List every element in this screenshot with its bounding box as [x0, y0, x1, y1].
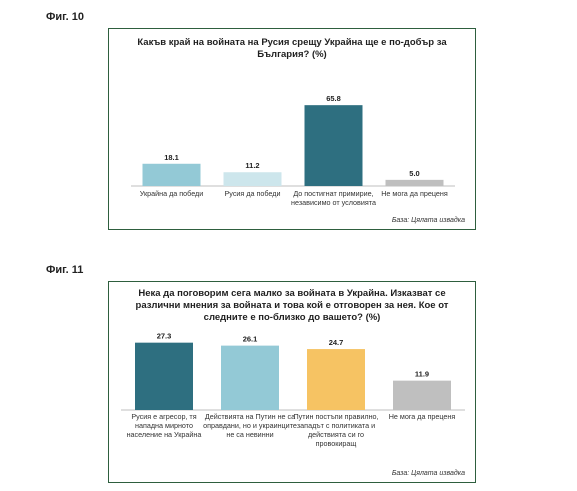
category-label: независимо от условията: [291, 198, 376, 207]
category-label: не са невинни: [226, 430, 273, 439]
data-label: 11.9: [415, 370, 429, 379]
category-label: население на Украйна: [127, 430, 202, 439]
category-label: Русия да победи: [225, 189, 281, 198]
figure-label: Фиг. 11: [46, 264, 84, 276]
category-label: действията си го: [308, 430, 364, 439]
bar: [221, 345, 279, 410]
category-label: оправдани, но и украинците: [203, 421, 297, 430]
bar: [393, 380, 451, 410]
data-label: 18.1: [164, 153, 179, 162]
category-label: Не мога да преценя: [381, 189, 448, 198]
category-label: Путин постъпи правилно,: [293, 412, 378, 421]
chart-title-line: различни мнения за войната и това кой е …: [135, 300, 449, 311]
bar: [307, 349, 365, 410]
source-note: База: Цялата извадка: [391, 217, 465, 224]
figure-label: Фиг. 10: [46, 11, 84, 23]
chart-frame: Нека да поговорим сега малко за войната …: [108, 281, 476, 483]
data-label: 5.0: [409, 169, 419, 178]
data-label: 27.3: [157, 332, 172, 341]
chart-title-line: следните е по-близко до вашето? (%): [203, 312, 381, 323]
chart-title-line: Какъв край на войната на Русия срещу Укр…: [137, 37, 447, 48]
data-label: 26.1: [243, 335, 258, 344]
data-label: 65.8: [326, 94, 341, 103]
chart-title: Какъв край на войната на Русия срещу Укр…: [129, 37, 455, 61]
data-label: 11.2: [245, 161, 259, 170]
chart-title-line: България? (%): [257, 49, 327, 60]
category-label: Украйна да победи: [140, 189, 204, 198]
category-label: западът с политиката и: [297, 421, 375, 430]
data-label: 24.7: [329, 338, 344, 347]
bar: [304, 105, 363, 186]
category-label: нападна мирното: [135, 421, 193, 430]
bar: [385, 179, 444, 186]
category-label: провокиращ: [316, 439, 357, 448]
source-note: База: Цялата извадка: [391, 470, 465, 477]
bar: [142, 163, 201, 186]
bar: [223, 172, 282, 186]
chart-title-line: Нека да поговорим сега малко за войната …: [138, 288, 446, 299]
bar-chart: 18.1 Украйна да победи 11.2 Русия да победи…: [131, 94, 455, 207]
bar: [135, 342, 193, 410]
category-label: Действията на Путин не са: [205, 412, 295, 421]
category-label: Не мога да преценя: [389, 412, 456, 421]
chart-title: Нека да поговорим сега малко за войната …: [129, 288, 455, 324]
category-label: Русия е агресор, тя: [131, 412, 196, 421]
chart-frame: Какъв край на войната на Русия срещу Укр…: [108, 28, 476, 230]
category-label: До постигнат примирие,: [293, 189, 373, 198]
